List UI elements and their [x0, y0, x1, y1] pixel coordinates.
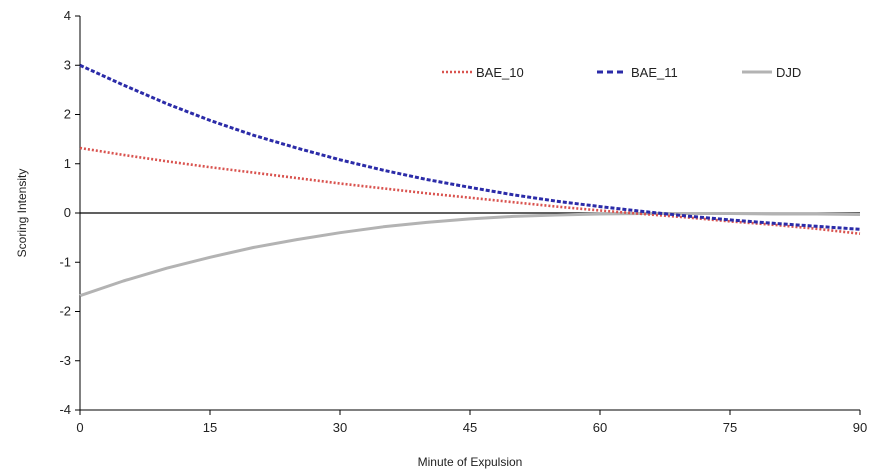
- series-line-djd: [79, 212, 861, 298]
- series-line-bae-11: [79, 63, 861, 231]
- legend-label-djd: DJD: [776, 65, 801, 80]
- y-tick-label: -4: [59, 402, 71, 417]
- series-line-bae-10: [79, 146, 861, 235]
- x-tick-label: 45: [463, 420, 477, 435]
- y-tick-label: 4: [64, 8, 71, 23]
- y-axis-title: Scoring Intensity: [15, 169, 29, 258]
- y-tick-label: 0: [64, 205, 71, 220]
- y-tick-label: -2: [59, 304, 71, 319]
- legend-label-bae-10: BAE_10: [476, 65, 524, 80]
- y-tick-label: -3: [59, 353, 71, 368]
- x-tick-label: 90: [853, 420, 867, 435]
- y-tick-label: 2: [64, 107, 71, 122]
- y-tick-label: 1: [64, 156, 71, 171]
- x-tick-label: 15: [203, 420, 217, 435]
- x-tick-label: 75: [723, 420, 737, 435]
- x-tick-label: 30: [333, 420, 347, 435]
- y-tick-label: 3: [64, 57, 71, 72]
- y-tick-label: -1: [59, 254, 71, 269]
- x-tick-label: 60: [593, 420, 607, 435]
- series-layer: [79, 63, 861, 298]
- x-axis-title: Minute of Expulsion: [418, 455, 523, 469]
- x-tick-label: 0: [76, 420, 83, 435]
- legend-label-bae-11: BAE_11: [631, 65, 678, 80]
- legend: BAE_10 BAE_11 DJD: [442, 65, 801, 80]
